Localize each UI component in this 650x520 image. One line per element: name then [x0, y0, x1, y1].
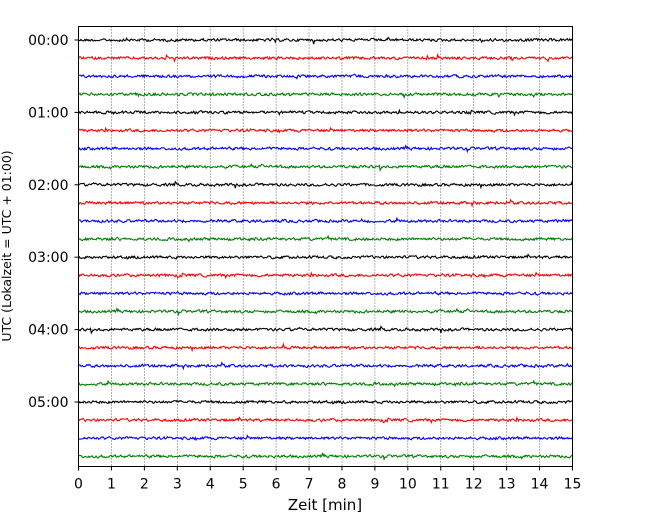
- trace-12: [78, 253, 573, 260]
- x-tick-label-1: 1: [107, 477, 116, 493]
- x-tick-label-13: 13: [498, 477, 516, 493]
- trace-20: [78, 399, 573, 405]
- x-tick-label-5: 5: [239, 477, 248, 493]
- x-axis-ticks: 0 1 2 3 4 5 6 7 8 9 10 11 12 13 14 15: [74, 466, 582, 493]
- x-tick-label-2: 2: [140, 477, 149, 493]
- x-tick-label-8: 8: [338, 477, 347, 493]
- y-axis-ticks: 00:00 01:00 02:00 03:00 04:00 05:00: [28, 33, 79, 411]
- plot-frame: [78, 26, 573, 467]
- trace-15: [78, 307, 573, 317]
- x-tick-label-15: 15: [564, 477, 582, 493]
- trace-1: [78, 52, 573, 63]
- trace-16: [78, 325, 573, 335]
- trace-17: [78, 342, 573, 353]
- y-tick-label-4: 04:00: [28, 323, 68, 339]
- y-tick-label-0: 00:00: [28, 33, 68, 49]
- trace-8: [78, 180, 573, 190]
- traces: [78, 36, 573, 462]
- y-axis-label: UTC (Lokalzeit = UTC + 01:00): [0, 150, 14, 341]
- trace-14: [78, 291, 573, 296]
- trace-9: [78, 198, 573, 208]
- vertical-gridlines: [111, 26, 540, 467]
- trace-10: [78, 216, 573, 224]
- trace-23: [78, 451, 573, 462]
- trace-7: [78, 162, 573, 172]
- x-tick-label-12: 12: [465, 477, 483, 493]
- trace-5: [78, 126, 573, 134]
- y-tick-label-3: 03:00: [28, 250, 68, 266]
- trace-2: [78, 73, 573, 80]
- x-tick-label-7: 7: [305, 477, 314, 493]
- trace-19: [78, 379, 573, 388]
- trace-3: [78, 91, 573, 100]
- x-axis-label: Zeit [min]: [288, 496, 362, 514]
- trace-18: [78, 361, 573, 371]
- y-tick-label-2: 02:00: [28, 178, 68, 194]
- y-tick-label-1: 01:00: [28, 105, 68, 121]
- trace-6: [78, 144, 573, 154]
- trace-0: [78, 36, 573, 45]
- trace-21: [78, 416, 573, 425]
- x-tick-label-0: 0: [74, 477, 83, 493]
- trace-4: [78, 108, 573, 117]
- x-tick-label-11: 11: [432, 477, 450, 493]
- x-tick-label-10: 10: [399, 477, 417, 493]
- trace-22: [78, 434, 573, 442]
- x-tick-label-4: 4: [206, 477, 215, 493]
- x-tick-label-3: 3: [173, 477, 182, 493]
- trace-13: [78, 271, 573, 280]
- y-tick-label-5: 05:00: [28, 395, 68, 411]
- trace-11: [78, 234, 573, 243]
- x-tick-label-9: 9: [370, 477, 379, 493]
- x-tick-label-6: 6: [272, 477, 281, 493]
- x-tick-label-14: 14: [531, 477, 549, 493]
